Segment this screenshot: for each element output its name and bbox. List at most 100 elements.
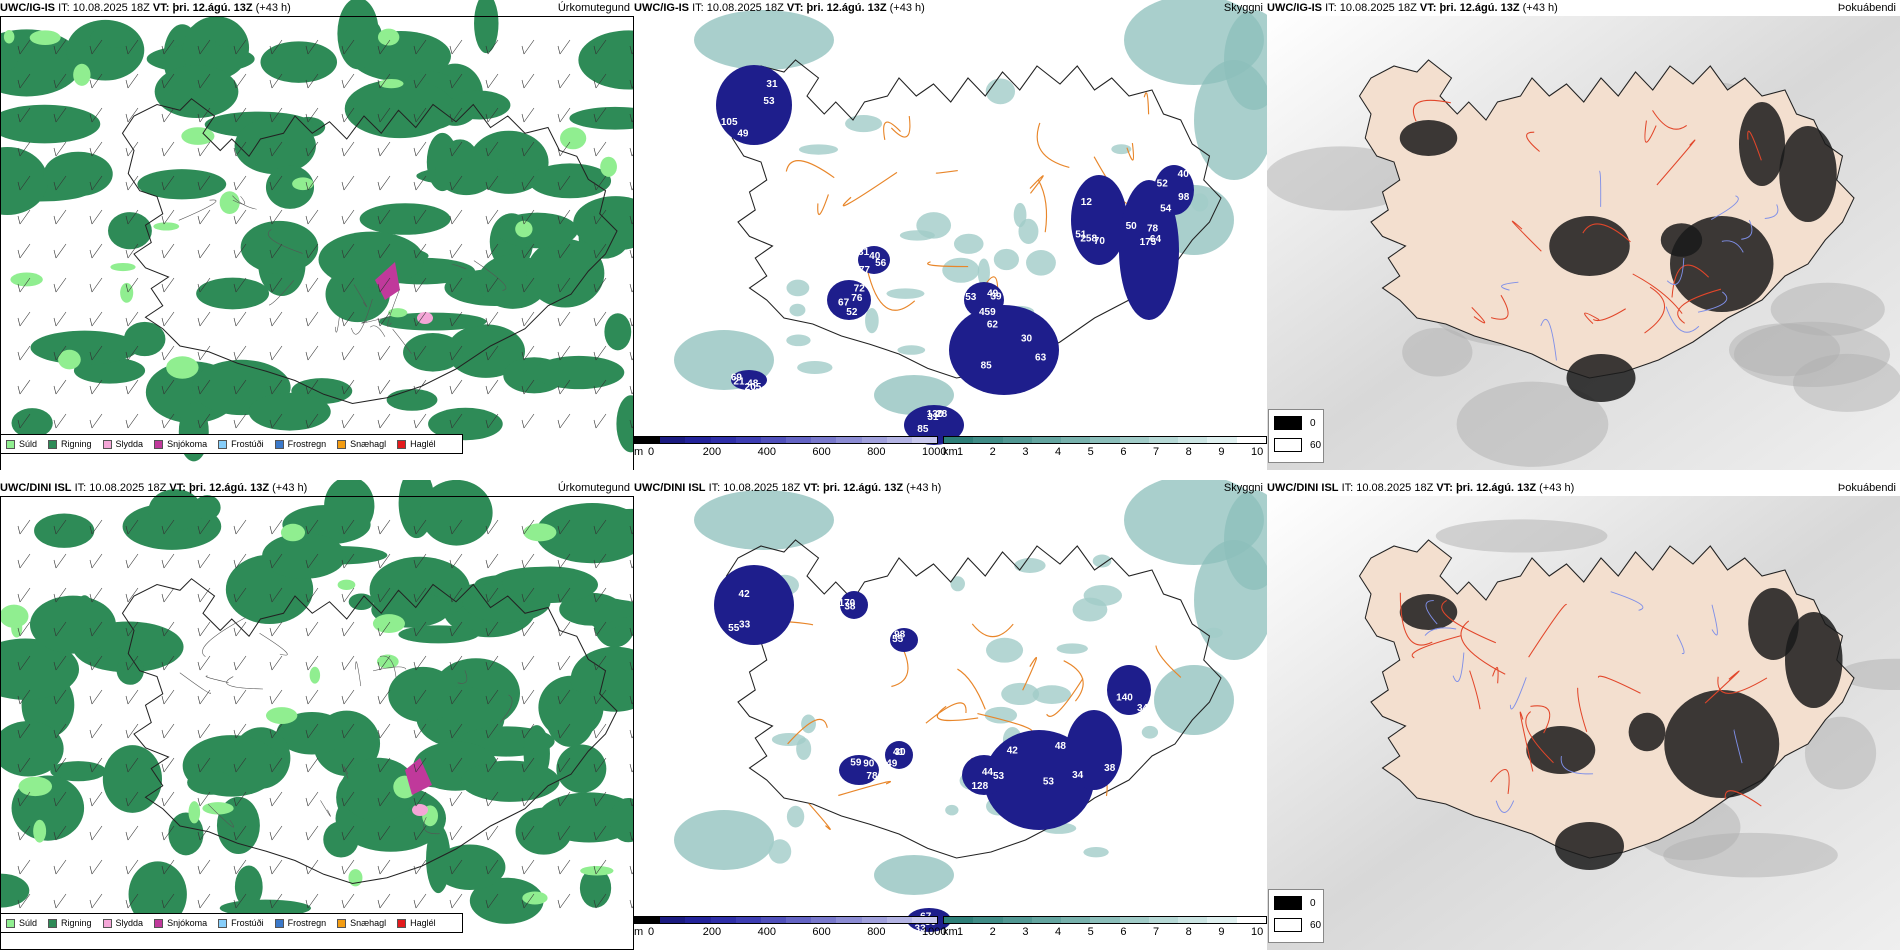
wind-barb [593,519,607,535]
river [499,694,513,723]
wind-barb [17,209,31,225]
wind-barb [161,893,175,909]
sleet-area [417,312,433,324]
wind-barb [377,587,391,603]
wind-barb [341,689,355,705]
colorbar-bin [635,917,661,923]
wind-barb [593,209,607,225]
wind-barb [341,655,355,671]
wind-barb [305,757,319,773]
colorbar-tick-label: 7 [1153,446,1160,458]
wind-barb [197,243,211,259]
legend-swatch [102,918,112,928]
wind-barb [125,757,139,773]
wind-barb [413,39,427,55]
wind-barb [413,107,427,123]
drizzle-area [3,30,15,44]
wind-barb [521,859,535,875]
cloud-base-value: 85 [917,424,929,435]
low-visibility-area [1224,490,1267,590]
river [1721,240,1744,253]
colorbar-bin [1002,917,1032,923]
colorbar-tick-label: 0 [648,446,655,458]
cloud-base-area [1119,180,1179,320]
wind-barb [17,39,31,55]
drizzle-area [181,127,215,145]
fog-dense-area [1549,216,1630,276]
legend-label: Rigning [61,918,92,928]
road [1632,273,1683,314]
wind-barb [557,757,571,773]
wind-barb [197,345,211,361]
river [1540,319,1557,361]
colorbar-bin [836,437,862,443]
colorbar-tick-label: 4 [1055,926,1062,938]
rain-area [502,566,598,604]
wind-barb [377,39,391,55]
legend-item: Slydda [102,918,143,928]
colorbar-bin [1207,917,1237,923]
cloud-base-value: 72 [854,283,866,294]
cloud-base-value: 98 [894,630,906,641]
rain-area [546,689,595,747]
fog-legend-label: 60 [1310,919,1322,931]
wind-barb [17,73,31,89]
wind-barb [233,553,247,569]
cloud-base-area [964,282,1004,318]
wind-barb [17,277,31,293]
cloud-base-value: 31 [927,412,939,423]
wind-barb [449,757,463,773]
cloud-base-value: 30 [1021,334,1033,345]
wind-barb [161,107,175,123]
panel-header: UWC/DINI ISL IT: 10.08.2025 18Z VT: þri.… [634,482,1263,494]
low-visibility-area [1032,685,1072,704]
wind-barb [197,689,211,705]
river [392,328,412,354]
legend-swatch [102,439,112,449]
wind-barb [161,587,175,603]
wind-barb [269,413,283,429]
wind-barb [557,553,571,569]
wind-barb [485,519,499,535]
low-visibility-area [945,804,959,816]
legend-item: Rigning [48,918,92,928]
road [1399,592,1433,646]
wind-barb [233,141,247,157]
colorbar-tick-label: 1 [957,446,964,458]
visibility-map: 49 52 40 28 62 53 70 64 98 21 31 67 56 85 30 39 12 78 40 69… [674,0,1267,445]
wind-barb [89,621,103,637]
rain-area [523,725,550,782]
legend-swatch [154,439,164,449]
drizzle-area [10,272,43,287]
legend-item: Haglél [397,439,436,449]
road [1577,687,1588,733]
wind-barb [413,587,427,603]
wind-barb [269,209,283,225]
wind-barb [197,73,211,89]
wind-barb [125,209,139,225]
wind-barb [413,893,427,909]
colorbar-bin [786,437,812,443]
drizzle-area [560,127,587,150]
wind-barb [593,825,607,841]
colorbar-tick-label: 200 [702,446,722,458]
wind-barb [269,621,283,637]
wind-barb [305,39,319,55]
wind-barb [305,791,319,807]
fog-index-panel-bottom: UWC/DINI ISL IT: 10.08.2025 18Z VT: þri.… [1267,480,1900,950]
legend-swatch [274,918,284,928]
wind-barb [233,893,247,909]
wind-barb [413,175,427,191]
wind-barb [341,73,355,89]
cloud-base-value: 55 [728,623,740,634]
fog-index-legend: 0 60 [1268,889,1324,943]
cloud-base-value: 50 [1126,221,1138,232]
colorbar-tick-label: 2 [989,446,996,458]
cloud-base-value: 62 [987,320,999,331]
river [1425,600,1438,625]
low-visibility-area [786,805,805,828]
wind-barb [305,587,319,603]
cloud-base-value: 78 [1147,224,1159,235]
wind-barb [89,277,103,293]
wind-barb [233,413,247,429]
